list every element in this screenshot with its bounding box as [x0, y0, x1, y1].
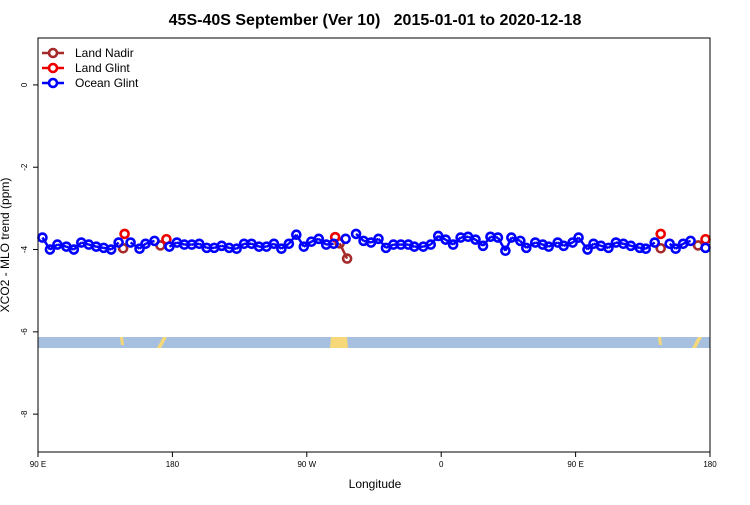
point [125, 237, 136, 248]
legend-marker [47, 62, 59, 74]
point [425, 239, 437, 250]
connector [482, 235, 492, 247]
legend-label: Ocean Glint [75, 76, 139, 90]
point [664, 238, 675, 250]
legend-label: Land Nadir [75, 46, 134, 60]
point [341, 253, 353, 264]
point [573, 232, 584, 243]
point [340, 233, 351, 245]
connector [577, 236, 589, 251]
point [649, 237, 661, 248]
connector [645, 241, 656, 250]
point [440, 234, 451, 245]
point [447, 239, 459, 250]
x-tick-label: 180 [166, 460, 180, 469]
point [670, 243, 681, 255]
legend-label: Land Glint [75, 61, 130, 75]
y-tick-label: -2 [20, 163, 29, 171]
point [655, 242, 667, 254]
point [231, 243, 242, 255]
point [291, 229, 302, 241]
point [113, 237, 124, 248]
x-tick-label: 180 [703, 460, 717, 469]
point [403, 239, 414, 250]
point [52, 239, 63, 250]
point [603, 242, 614, 254]
point [558, 240, 569, 252]
point [313, 233, 325, 245]
connector [129, 241, 141, 250]
x-tick-label: 90 W [297, 460, 316, 469]
point [44, 244, 56, 255]
point [193, 238, 205, 250]
y-tick-label: 0 [20, 82, 29, 87]
point [164, 241, 175, 252]
point [537, 239, 549, 250]
y-tick-label: -4 [20, 245, 29, 253]
point [515, 235, 526, 247]
legend-marker [47, 77, 59, 89]
point [640, 243, 652, 255]
point [350, 228, 362, 240]
connector [287, 233, 298, 245]
point [625, 240, 637, 252]
connector [429, 235, 440, 246]
connector [496, 236, 507, 252]
point [373, 233, 384, 245]
legend-marker [47, 47, 59, 59]
x-tick-label: 90 E [567, 460, 583, 469]
x-tick-label: 90 E [30, 460, 46, 469]
plot-frame [37, 37, 711, 453]
point [685, 235, 696, 247]
point [119, 228, 130, 240]
point [105, 244, 117, 255]
point [140, 238, 151, 250]
land-mask-strip [38, 337, 710, 348]
connector [41, 236, 52, 251]
point [655, 228, 667, 240]
point [268, 238, 280, 250]
y-tick-label: -8 [20, 410, 29, 418]
point [68, 244, 80, 255]
point [543, 241, 555, 252]
point [500, 245, 511, 257]
point [582, 244, 593, 255]
chart-title: 45S-40S September (Ver 10) 2015-01-01 to… [169, 12, 582, 29]
point [283, 238, 295, 250]
y-axis-label: XCO2 - MLO trend (ppm) [0, 178, 12, 313]
point [506, 232, 517, 243]
point [149, 235, 160, 247]
point [134, 243, 145, 255]
point [492, 232, 504, 243]
point [328, 238, 339, 250]
point [470, 234, 481, 245]
connector [377, 238, 387, 249]
point [567, 237, 578, 248]
connector [295, 234, 305, 248]
point [634, 242, 646, 254]
y-tick-label: -6 [20, 328, 29, 336]
connector [504, 237, 513, 252]
point [521, 242, 532, 254]
point [298, 241, 310, 252]
x-tick-label: 0 [439, 460, 444, 469]
point [276, 243, 287, 255]
point [477, 240, 489, 252]
x-axis-label: Longitude [349, 477, 402, 491]
